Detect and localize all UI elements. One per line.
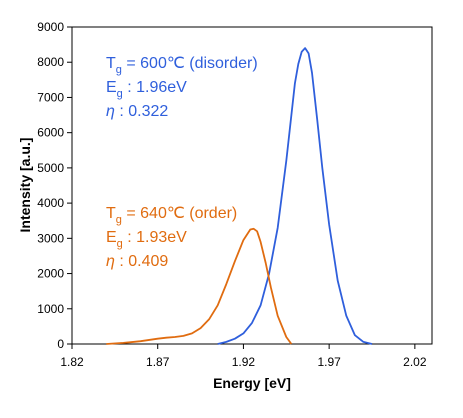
annotation-line: Eg : 1.93eV [106, 229, 187, 250]
annotation-symbol: E [106, 229, 117, 246]
annotation-line: Tg = 600℃ (disorder) [106, 55, 258, 76]
annotation-line: η : 0.409 [106, 253, 168, 270]
annotation-symbol: η [106, 253, 115, 270]
annotation-value: = 640℃ (order) [122, 205, 237, 222]
x-tick-label: 1.97 [317, 355, 341, 369]
y-tick-label: 1000 [37, 302, 64, 316]
annotation-value: : 1.93eV [123, 229, 187, 246]
y-tick-label: 8000 [37, 55, 64, 69]
annotation-line: Tg = 640℃ (order) [106, 205, 237, 226]
series-layer [106, 47, 373, 345]
annotation-subscript: g [117, 238, 123, 250]
y-tick-label: 4000 [37, 196, 64, 210]
annotation-subscript: g [116, 64, 122, 76]
y-tick-label: 9000 [37, 20, 64, 34]
annotation-value: : 0.409 [115, 253, 168, 270]
annotation-value: = 600℃ (disorder) [122, 55, 258, 72]
annotation-line: Eg : 1.96eV [106, 79, 187, 100]
x-tick-label: 2.02 [403, 355, 427, 369]
annotation-value: : 0.322 [115, 103, 168, 120]
annotation-symbol: T [106, 205, 116, 222]
y-tick-label: 6000 [37, 126, 64, 140]
annotation-symbol: E [106, 79, 117, 96]
annotation-value: : 1.96eV [123, 79, 187, 96]
series-line-1 [217, 47, 373, 345]
x-tick-label: 1.82 [60, 355, 84, 369]
y-tick-label: 5000 [37, 161, 64, 175]
annotation-subscript: g [117, 88, 123, 100]
annotation-symbol: T [106, 55, 116, 72]
y-tick-label: 7000 [37, 90, 64, 104]
annotation-symbol: η [106, 103, 115, 120]
y-axis: 0 1000 2000 3000 4000 5000 6000 7000 8000 9000 [37, 20, 72, 351]
x-tick-label: 1.92 [232, 355, 256, 369]
plot-area [71, 26, 433, 345]
y-tick-label: 2000 [37, 267, 64, 281]
y-tick-label: 0 [57, 337, 64, 351]
x-axis: 1.82 1.87 1.92 1.97 2.02 [60, 344, 427, 369]
annotation-line: η : 0.322 [106, 103, 168, 120]
y-axis-title: Intensity [a.u.] [17, 138, 33, 233]
annotation-subscript: g [116, 214, 122, 226]
x-axis-title: Energy [eV] [213, 375, 291, 391]
y-tick-label: 3000 [37, 231, 64, 245]
series-line-2 [106, 227, 293, 345]
annotations: Tg = 600℃ (disorder) Eg : 1.96eV η : 0.322… [106, 55, 258, 270]
x-tick-label: 1.87 [146, 355, 170, 369]
